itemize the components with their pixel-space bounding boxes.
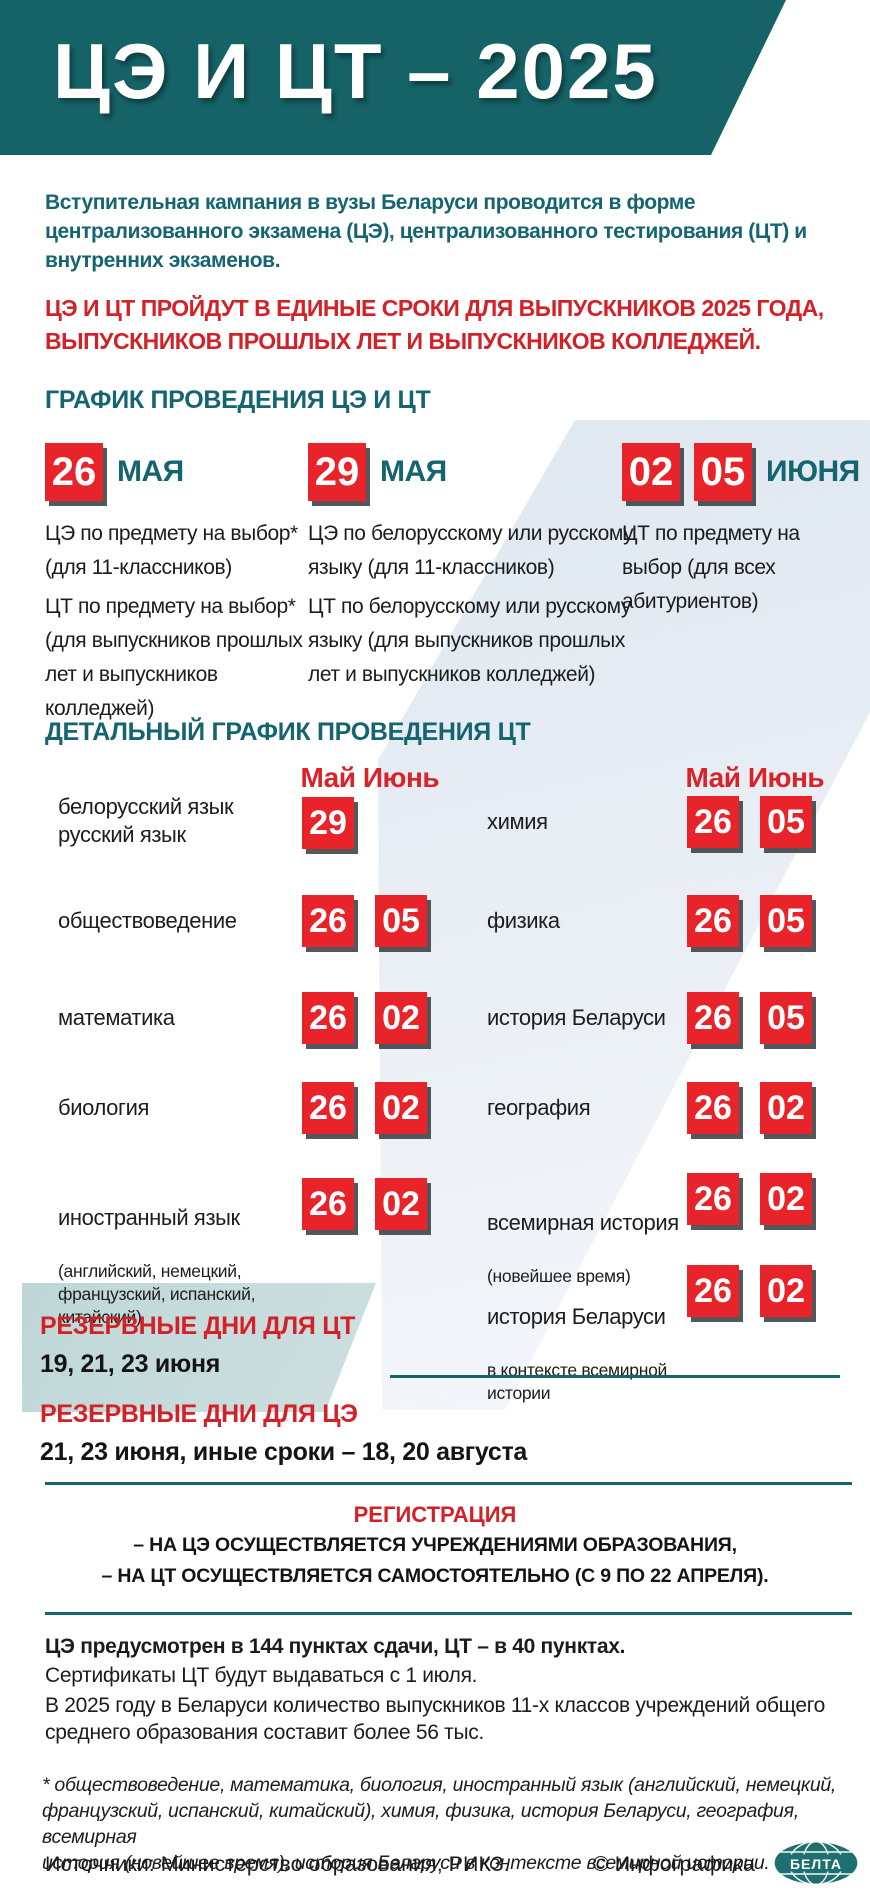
col-header-june: Июнь	[362, 762, 440, 793]
subject-label-main: иностранный язык	[58, 1205, 240, 1230]
subject-label: математика	[58, 1005, 175, 1030]
date-box-may: 26	[687, 1082, 739, 1134]
subject-label: история Беларуси в контексте всемирной и…	[487, 1275, 667, 1433]
subject-label-sub: (новейшее время)	[487, 1266, 631, 1286]
date-box: 29	[308, 443, 366, 501]
schedule-item: ЦТ по белорусскому или русскому языку (д…	[308, 595, 631, 686]
subject-label: иностранный язык (английский, немецкий, …	[58, 1176, 255, 1357]
schedule-item: ЦЭ по белорусскому или русскому языку (д…	[308, 522, 634, 579]
date-box-may: 26	[687, 1265, 739, 1317]
date-box-may: 26	[687, 895, 739, 947]
subject-label-sub: (английский, немецкий, французский, испа…	[58, 1261, 256, 1327]
schedule-item: ЦТ по предмету на выбор* (для выпускнико…	[45, 595, 303, 720]
subject-label: химия	[487, 809, 548, 834]
month-label: МАЯ	[380, 455, 447, 488]
table-row: математика 26 02	[0, 992, 870, 1048]
schedule-item: ЦЭ по предмету на выбор* (для 11-классни…	[45, 522, 298, 579]
date-box: 05	[694, 443, 752, 501]
table-row: история Беларуси 26 05	[0, 992, 870, 1048]
subject-label: всемирная история (новейшее время)	[487, 1181, 679, 1316]
divider-rule	[45, 1612, 852, 1615]
registration-line: – НА ЦЭ ОСУЩЕСТВЛЯЕТСЯ УЧРЕЖДЕНИЯМИ ОБРА…	[133, 1534, 737, 1556]
date-group-26-may: 26 МАЯ	[45, 443, 184, 501]
date-box-may: 29	[302, 797, 354, 849]
subject-label: география	[487, 1095, 591, 1120]
col-header-june: Июнь	[747, 762, 825, 793]
date-box-june: 02	[375, 1082, 427, 1134]
subject-label-sub: в контексте всемирной истории	[487, 1360, 667, 1403]
date-box-may: 26	[302, 992, 354, 1044]
date-box-june: 05	[760, 895, 812, 947]
date-box-june: 02	[375, 992, 427, 1044]
registration-line: – НА ЦТ ОСУЩЕСТВЛЯЕТСЯ САМОСТОЯТЕЛЬНО (С…	[101, 1565, 769, 1587]
date-group-29-may: 29 МАЯ	[308, 443, 447, 501]
date-group-02-05-june: 02 05 ИЮНЯ	[622, 443, 860, 501]
month-label: ИЮНЯ	[766, 455, 860, 488]
reserve-ct-days: 19, 21, 23 июня	[40, 1350, 221, 1378]
belta-logo-icon: БЕЛТА	[773, 1840, 859, 1886]
table-row: физика 26 05	[0, 895, 870, 951]
table-row: иностранный язык (английский, немецкий, …	[0, 1178, 870, 1327]
col-header-may: Май	[685, 762, 741, 793]
date-box: 26	[45, 443, 103, 501]
registration-title: РЕГИСТРАЦИЯ	[353, 1502, 517, 1527]
subject-label: обществоведение	[58, 908, 237, 933]
table-row: география 26 02	[0, 1082, 870, 1138]
reserve-ce-title: РЕЗЕРВНЫЕ ДНИ ДЛЯ ЦЭ	[40, 1400, 358, 1428]
reserve-ct-title: РЕЗЕРВНЫЕ ДНИ ДЛЯ ЦТ	[40, 1312, 356, 1340]
date-box-june: 02	[760, 1173, 812, 1225]
date-box-june: 05	[760, 992, 812, 1044]
fact-certificates: Сертификаты ЦТ будут выдаваться с 1 июля…	[45, 1664, 478, 1687]
credit-text: © Инфографика	[592, 1852, 755, 1876]
col-header-may: Май	[300, 762, 356, 793]
reserve-ce-days: 21, 23 июня, иные сроки – 18, 20 августа	[40, 1438, 528, 1466]
sources-text: Источники: Министерство образования, РИК…	[45, 1852, 510, 1876]
date-box-june: 05	[760, 796, 812, 848]
divider-rule	[390, 1375, 840, 1378]
schedule-item: ЦТ по предмету на выбор (для всех абитур…	[622, 522, 800, 613]
table-row: всемирная история (новейшее время) 26 02	[0, 1173, 870, 1286]
table-row: биология 26 02	[0, 1082, 870, 1138]
month-label: МАЯ	[117, 455, 184, 488]
date-box-june: 02	[375, 1178, 427, 1230]
intro-text: Вступительная кампания в вузы Беларуси п…	[45, 191, 807, 272]
subject-label-main: история Беларуси	[487, 1304, 666, 1329]
date-box-may: 26	[302, 1178, 354, 1230]
subject-label: физика	[487, 908, 560, 933]
page-title: ЦЭ И ЦТ – 2025	[53, 27, 658, 115]
subject-label: история Беларуси	[487, 1005, 666, 1030]
date-box-june: 05	[375, 895, 427, 947]
subject-label: белорусский язык русский язык	[58, 794, 234, 847]
date-box: 02	[622, 443, 680, 501]
date-box-may: 26	[687, 992, 739, 1044]
date-box-may: 26	[687, 796, 739, 848]
table-row: белорусский язык русский язык 29	[0, 794, 870, 853]
footnote-text: * обществоведение, математика, биология,…	[42, 1774, 837, 1874]
fact-graduates: В 2025 году в Беларуси количество выпуск…	[45, 1694, 825, 1744]
date-box-may: 26	[302, 1082, 354, 1134]
table-row: обществоведение 26 05	[0, 895, 870, 951]
belta-logo-text: БЕЛТА	[790, 1856, 842, 1872]
date-box-may: 26	[687, 1173, 739, 1225]
date-box-june: 02	[760, 1265, 812, 1317]
date-box-june: 02	[760, 1082, 812, 1134]
subject-label-main: всемирная история	[487, 1210, 679, 1235]
table-row: химия 26 05	[0, 796, 870, 852]
fact-points: ЦЭ предусмотрен в 144 пунктах сдачи, ЦТ …	[45, 1635, 626, 1658]
subject-label: биология	[58, 1095, 149, 1120]
header-banner: ЦЭ И ЦТ – 2025	[0, 0, 786, 155]
section-title-schedule: ГРАФИК ПРОВЕДЕНИЯ ЦЭ И ЦТ	[45, 386, 431, 414]
table-row: история Беларуси в контексте всемирной и…	[0, 1265, 870, 1403]
divider-rule	[45, 1482, 852, 1485]
date-box-may: 26	[302, 895, 354, 947]
alert-text: ЦЭ И ЦТ ПРОЙДУТ В ЕДИНЫЕ СРОКИ ДЛЯ ВЫПУС…	[45, 295, 824, 354]
section-title-detail: ДЕТАЛЬНЫЙ ГРАФИК ПРОВЕДЕНИЯ ЦТ	[45, 718, 531, 746]
